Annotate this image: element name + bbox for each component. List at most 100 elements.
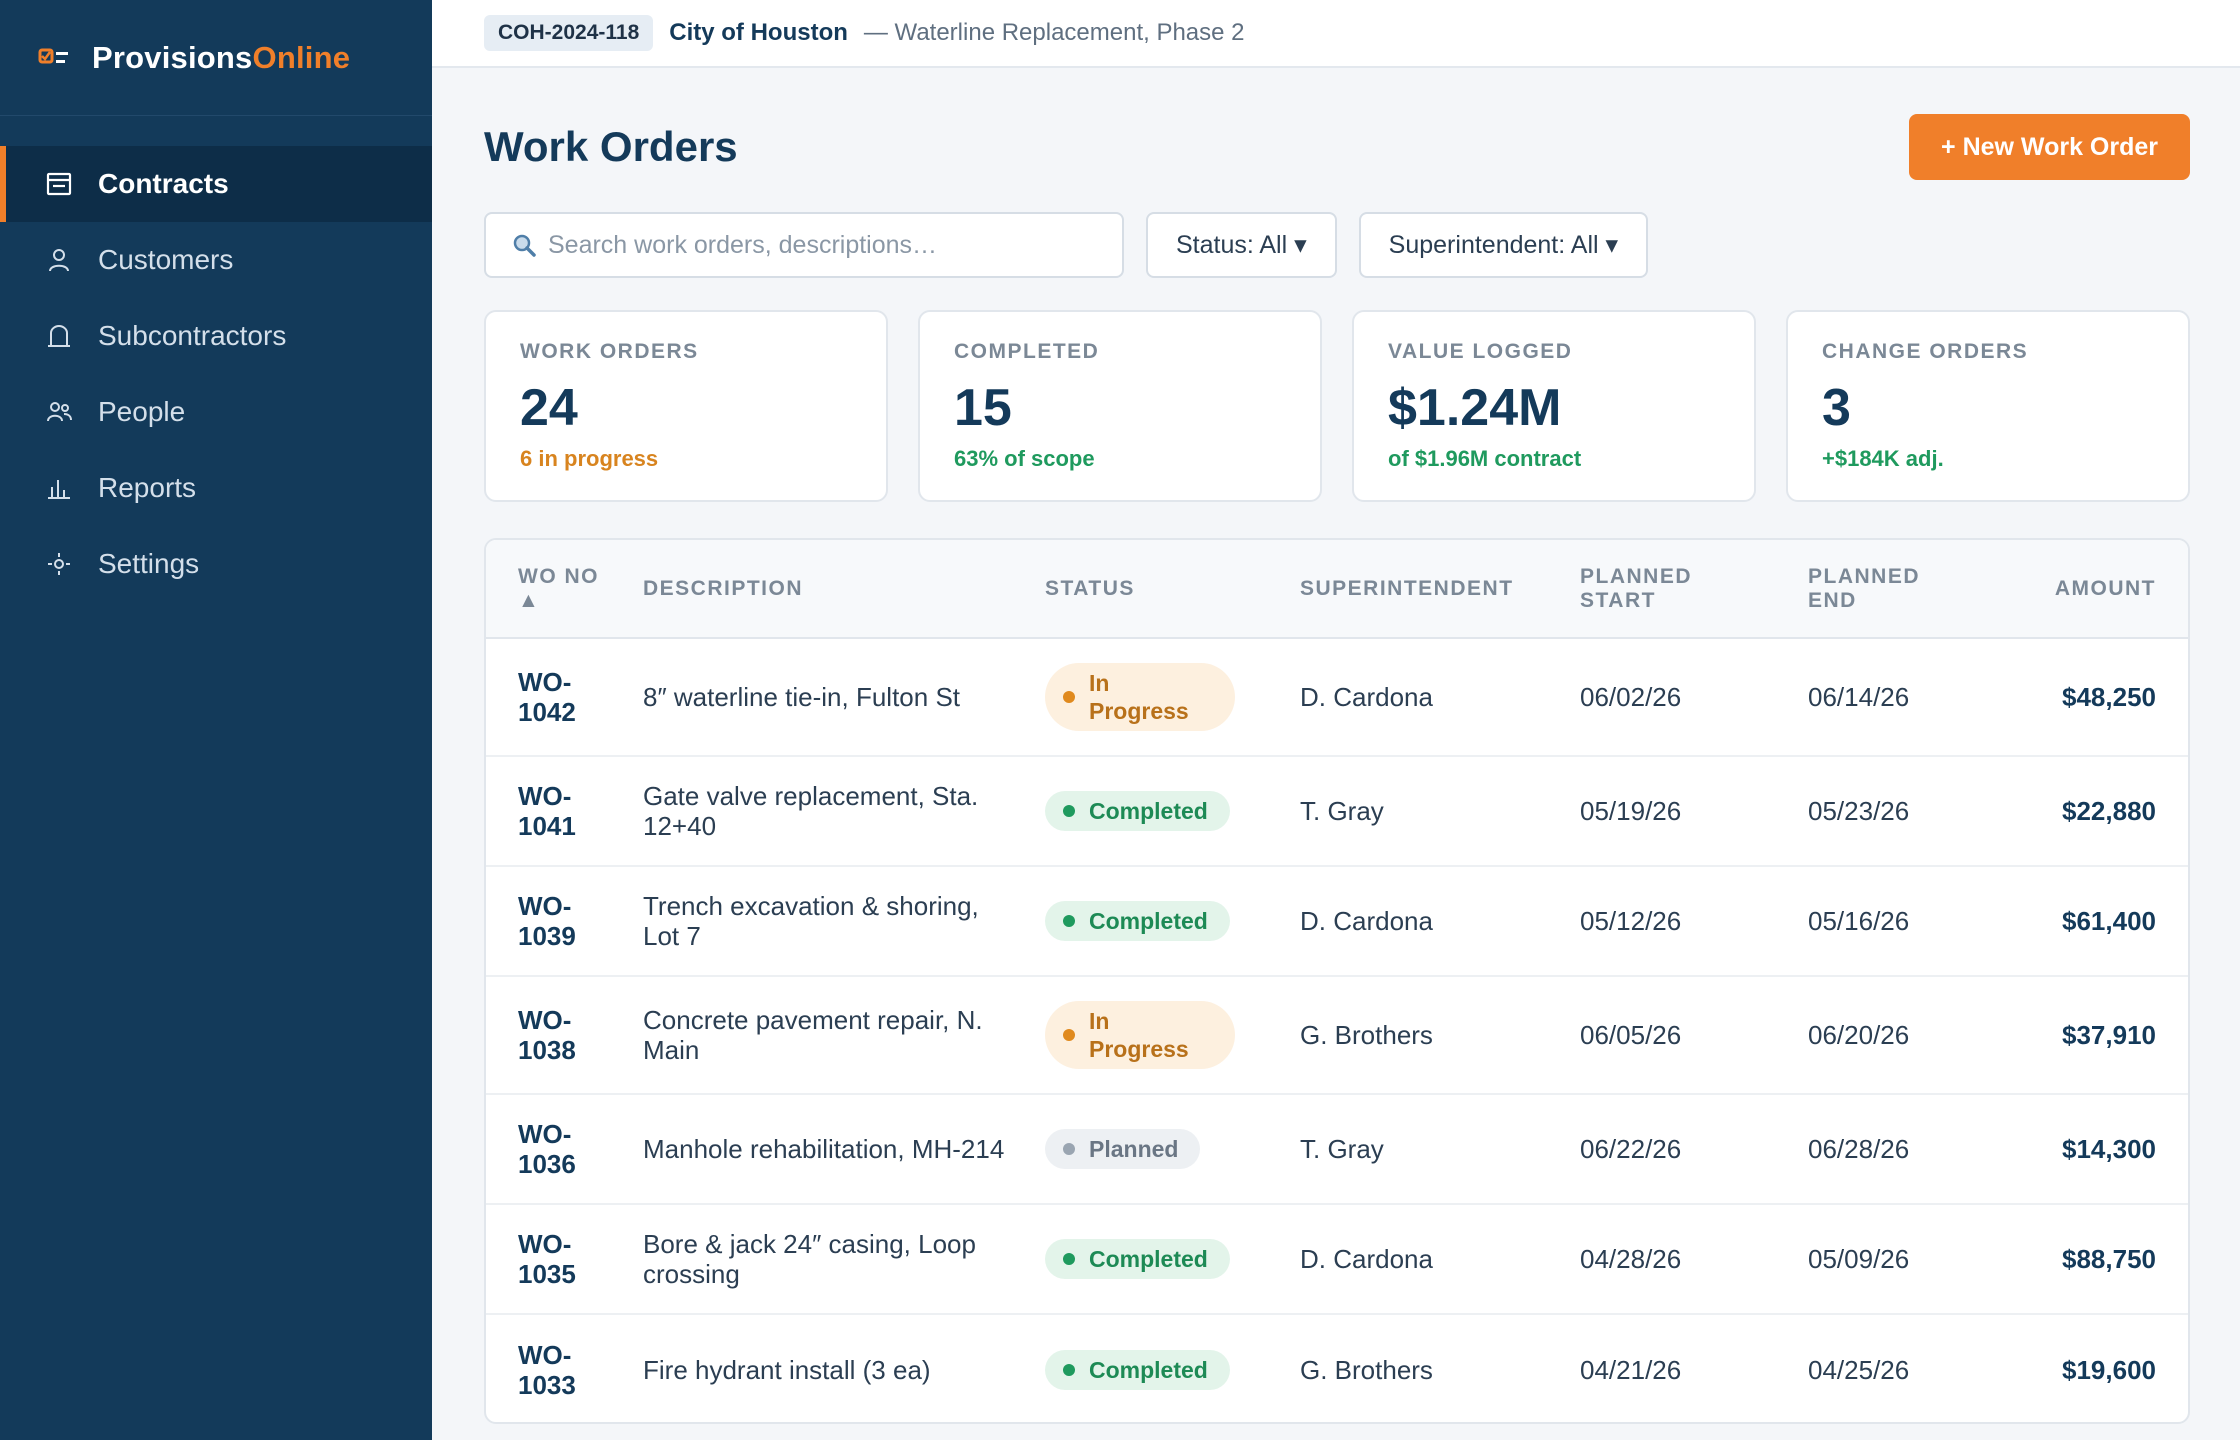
status-dot-icon bbox=[1063, 1143, 1075, 1155]
app-logo[interactable]: ProvisionsOnline bbox=[0, 0, 432, 116]
wo-number-link[interactable]: WO- 1035 bbox=[486, 1204, 643, 1315]
filter-bar: Search work orders, descriptions… Status… bbox=[484, 212, 1649, 278]
search-input[interactable]: Search work orders, descriptions… bbox=[484, 212, 1124, 278]
status-badge: Completed bbox=[1045, 1239, 1230, 1279]
new-work-order-button[interactable]: + New Work Order bbox=[1909, 114, 2190, 180]
stat-sub: of $1.96M contract bbox=[1388, 446, 1582, 471]
wo-description: Bore & jack 24″ casing, Loop crossing bbox=[643, 1204, 1045, 1315]
sidebar-item-customers[interactable]: Customers bbox=[0, 222, 432, 298]
planned-start-date: 06/05/26 bbox=[1580, 976, 1808, 1095]
planned-end-date: 05/23/26 bbox=[1808, 756, 2004, 867]
column-header-superintendent[interactable]: SUPERINTENDENT bbox=[1300, 540, 1580, 639]
planned-end-date: 06/14/26 bbox=[1808, 638, 2004, 757]
planned-start-date: 05/19/26 bbox=[1580, 756, 1808, 867]
wo-number-link[interactable]: WO- 1042 bbox=[486, 638, 643, 757]
column-header-amount[interactable]: AMOUNT bbox=[2004, 540, 2188, 639]
wo-description: Fire hydrant install (3 ea) bbox=[643, 1354, 931, 1385]
column-header-status[interactable]: STATUS bbox=[1045, 540, 1300, 639]
wo-number-link[interactable]: WO- 1039 bbox=[486, 866, 643, 977]
stat-value: 24 bbox=[520, 379, 578, 437]
customer-name[interactable]: City of Houston bbox=[669, 19, 848, 46]
table-header-row: WO NO ▲ DESCRIPTION STATUS SUPERINTENDENT… bbox=[486, 540, 2188, 639]
sidebar-item-label: Customers bbox=[98, 244, 234, 275]
logo-accent: Online bbox=[252, 39, 351, 75]
context-bar: COH-2024-118 City of Houston — Waterline… bbox=[432, 0, 2240, 68]
sidebar-item-reports[interactable]: Reports bbox=[0, 450, 432, 526]
sidebar: ProvisionsOnline Contracts Customers Sub… bbox=[0, 0, 432, 1440]
planned-start-date: 05/12/26 bbox=[1580, 866, 1808, 977]
status-cell: Completed bbox=[1045, 866, 1300, 977]
sidebar-item-people[interactable]: People bbox=[0, 374, 432, 450]
superintendent-name: T. Gray bbox=[1300, 756, 1580, 867]
checklist-icon bbox=[38, 48, 68, 63]
sidebar-item-label: Subcontractors bbox=[98, 320, 287, 351]
sidebar-item-label: Settings bbox=[98, 548, 200, 579]
wo-number-link[interactable]: WO- 1038 bbox=[486, 976, 643, 1095]
stat-sub: 63% of scope bbox=[954, 446, 1095, 471]
table-row[interactable]: WO- 1035 Bore & jack 24″ casing, Loop cros… bbox=[486, 1204, 2188, 1315]
wo-number-link[interactable]: WO- 1041 bbox=[486, 756, 643, 867]
planned-start-date: 06/02/26 bbox=[1580, 638, 1808, 757]
wo-amount: $19,600 bbox=[2062, 1354, 2156, 1385]
status-dot-icon bbox=[1063, 915, 1075, 927]
stat-value: 15 bbox=[954, 379, 1012, 437]
column-header-planned-end[interactable]: PLANNED END bbox=[1808, 540, 2004, 639]
stat-value: $1.24M bbox=[1388, 379, 1562, 437]
table-row[interactable]: WO- 1038 Concrete pavement repair, N. Main… bbox=[486, 976, 2188, 1095]
superintendent-name: D. Cardona bbox=[1300, 866, 1580, 977]
sidebar-item-label: Reports bbox=[98, 472, 197, 503]
status-cell: In Progress bbox=[1045, 976, 1300, 1095]
sidebar-item-subcontractors[interactable]: Subcontractors bbox=[0, 298, 432, 374]
status-badge: In Progress bbox=[1045, 663, 1235, 731]
wo-amount: $48,250 bbox=[2004, 638, 2188, 757]
status-cell: Completed bbox=[1045, 756, 1300, 867]
column-header-wo-no[interactable]: WO NO ▲ bbox=[486, 540, 643, 639]
stat-sub: +$184K adj. bbox=[1822, 446, 1944, 471]
column-header-description[interactable]: DESCRIPTION bbox=[643, 540, 1045, 639]
table-row[interactable]: WO- 1033 Fire hydrant install (3 ea) Comple… bbox=[486, 1314, 2188, 1422]
status-dot-icon bbox=[1063, 1253, 1075, 1265]
wo-amount: $14,300 bbox=[2004, 1094, 2188, 1205]
status-cell: Planned bbox=[1045, 1094, 1300, 1205]
column-header-planned-start[interactable]: PLANNED START bbox=[1580, 540, 1808, 639]
wo-number-link[interactable]: WO- 1036 bbox=[486, 1094, 643, 1205]
user-icon bbox=[49, 249, 69, 272]
status-badge: Completed bbox=[1045, 791, 1230, 831]
superintendent-name: T. Gray bbox=[1300, 1094, 1580, 1205]
superintendent-name: G. Brothers bbox=[1300, 976, 1580, 1095]
wo-number-link[interactable]: WO- 1033 bbox=[518, 1339, 576, 1400]
planned-end-date: 05/16/26 bbox=[1808, 866, 2004, 977]
planned-start-date: 06/22/26 bbox=[1580, 1094, 1808, 1205]
sidebar-item-label: People bbox=[98, 396, 186, 427]
table-row[interactable]: WO- 1042 8″ waterline tie-in, Fulton St In P… bbox=[486, 638, 2188, 757]
search-placeholder: Search work orders, descriptions… bbox=[548, 230, 938, 259]
sidebar-item-settings[interactable]: Settings bbox=[0, 526, 432, 602]
status-badge: In Progress bbox=[1045, 1001, 1235, 1069]
sidebar-item-contracts[interactable]: Contracts bbox=[0, 146, 432, 222]
planned-end-date: 04/25/26 bbox=[1808, 1354, 1910, 1385]
project-name: — Waterline Replacement, Phase 2 bbox=[863, 19, 1245, 46]
status-filter-dropdown[interactable]: Status: All ▾ bbox=[1146, 212, 1337, 278]
table-row[interactable]: WO- 1039 Trench excavation & shoring, Lot … bbox=[486, 866, 2188, 977]
sidebar-nav: Contracts Customers Subcontractors Peopl… bbox=[0, 146, 432, 602]
summary-cards: WORK ORDERS 24 6 in progress COMPLETED 1… bbox=[484, 310, 2190, 502]
superintendent-filter-dropdown[interactable]: Superintendent: All ▾ bbox=[1358, 212, 1649, 278]
wo-amount: $22,880 bbox=[2004, 756, 2188, 867]
search-icon bbox=[513, 234, 536, 257]
status-badge: Completed bbox=[1045, 1349, 1230, 1390]
planned-start-date: 04/28/26 bbox=[1580, 1204, 1808, 1315]
table-row[interactable]: WO- 1036 Manhole rehabilitation, MH-214 Pla… bbox=[486, 1094, 2188, 1205]
status-dot-icon bbox=[1063, 691, 1075, 703]
main-content: COH-2024-118 City of Houston — Waterline… bbox=[432, 0, 2240, 1440]
people-icon bbox=[47, 402, 72, 422]
wo-description: Concrete pavement repair, N. Main bbox=[643, 976, 1045, 1095]
planned-end-date: 06/20/26 bbox=[1808, 976, 2004, 1095]
wo-amount: $61,400 bbox=[2004, 866, 2188, 977]
contract-code-badge[interactable]: COH-2024-118 bbox=[484, 15, 654, 51]
stat-sub: 6 in progress bbox=[520, 446, 659, 471]
superintendent-name: D. Cardona bbox=[1300, 1204, 1580, 1315]
stat-value: 3 bbox=[1822, 379, 1851, 437]
wo-description: Manhole rehabilitation, MH-214 bbox=[643, 1094, 1045, 1205]
wo-amount: $37,910 bbox=[2004, 976, 2188, 1095]
table-row[interactable]: WO- 1041 Gate valve replacement, Sta. 12+4… bbox=[486, 756, 2188, 867]
